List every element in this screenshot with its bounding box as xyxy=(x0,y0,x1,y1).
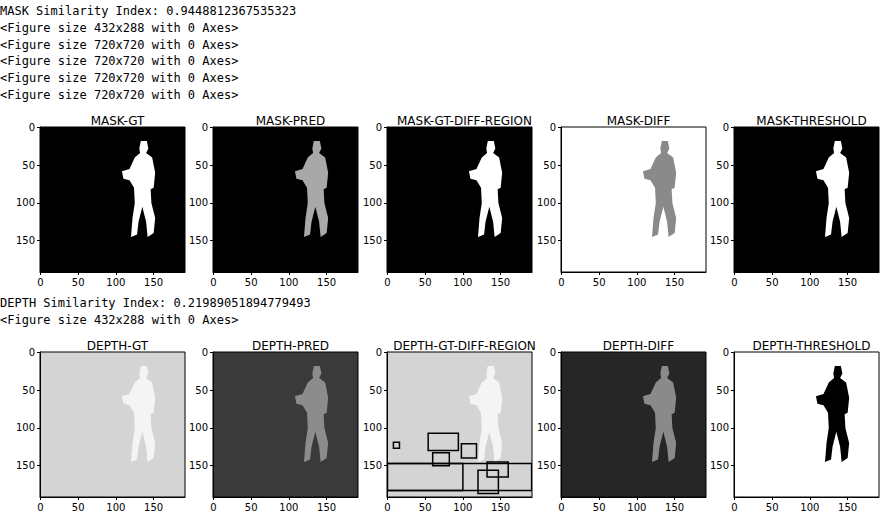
svg-text:DEPTH-DIFF: DEPTH-DIFF xyxy=(603,339,674,353)
svg-text:0: 0 xyxy=(558,502,564,513)
svg-text:50: 50 xyxy=(766,502,779,513)
svg-text:50: 50 xyxy=(195,160,208,171)
svg-text:50: 50 xyxy=(593,502,606,513)
svg-text:0: 0 xyxy=(29,122,35,133)
svg-text:150: 150 xyxy=(710,235,729,246)
svg-text:50: 50 xyxy=(72,502,85,513)
svg-text:150: 150 xyxy=(363,235,382,246)
svg-text:150: 150 xyxy=(16,235,35,246)
svg-text:50: 50 xyxy=(369,385,382,396)
svg-text:MASK-GT-DIFF-REGION: MASK-GT-DIFF-REGION xyxy=(397,114,532,128)
svg-text:100: 100 xyxy=(279,502,298,513)
svg-text:150: 150 xyxy=(665,277,684,288)
svg-text:150: 150 xyxy=(189,235,208,246)
svg-text:150: 150 xyxy=(537,460,556,471)
svg-text:150: 150 xyxy=(317,502,336,513)
svg-text:150: 150 xyxy=(189,460,208,471)
svg-text:100: 100 xyxy=(627,277,646,288)
svg-text:150: 150 xyxy=(838,277,857,288)
svg-text:MASK-DIFF: MASK-DIFF xyxy=(607,114,671,128)
svg-text:50: 50 xyxy=(593,277,606,288)
svg-text:50: 50 xyxy=(543,160,556,171)
svg-text:50: 50 xyxy=(245,502,258,513)
svg-text:100: 100 xyxy=(363,422,382,433)
svg-text:50: 50 xyxy=(419,277,432,288)
svg-text:0: 0 xyxy=(37,277,43,288)
svg-text:150: 150 xyxy=(665,502,684,513)
svg-text:0: 0 xyxy=(731,502,737,513)
svg-text:100: 100 xyxy=(800,277,819,288)
svg-text:50: 50 xyxy=(716,160,729,171)
svg-text:0: 0 xyxy=(723,347,729,358)
svg-text:100: 100 xyxy=(363,197,382,208)
svg-text:0: 0 xyxy=(550,122,556,133)
svg-text:50: 50 xyxy=(716,385,729,396)
html-text:MASK Similarity Index: 0.94488: MASK Similarity Index: 0.944881236753532… xyxy=(0,4,297,102)
svg-text:100: 100 xyxy=(16,197,35,208)
svg-text:100: 100 xyxy=(710,422,729,433)
svg-text:150: 150 xyxy=(317,277,336,288)
svg-text:150: 150 xyxy=(144,277,163,288)
svg-text:MASK-THRESHOLD: MASK-THRESHOLD xyxy=(756,114,866,128)
svg-text:50: 50 xyxy=(766,277,779,288)
svg-text:0: 0 xyxy=(37,502,43,513)
svg-text:50: 50 xyxy=(245,277,258,288)
svg-text:100: 100 xyxy=(106,277,125,288)
svg-text:0: 0 xyxy=(550,347,556,358)
svg-text:100: 100 xyxy=(537,422,556,433)
svg-text:50: 50 xyxy=(22,160,35,171)
svg-text:100: 100 xyxy=(16,422,35,433)
svg-text:DEPTH-GT: DEPTH-GT xyxy=(87,339,149,353)
svg-text:100: 100 xyxy=(189,197,208,208)
svg-text:150: 150 xyxy=(537,235,556,246)
svg-text:150: 150 xyxy=(16,460,35,471)
svg-text:0: 0 xyxy=(29,347,35,358)
svg-text:0: 0 xyxy=(210,502,216,513)
svg-text:150: 150 xyxy=(144,502,163,513)
svg-text:150: 150 xyxy=(363,460,382,471)
svg-text:100: 100 xyxy=(800,502,819,513)
svg-text:50: 50 xyxy=(369,160,382,171)
svg-text:50: 50 xyxy=(22,385,35,396)
svg-text:0: 0 xyxy=(384,277,390,288)
svg-text:50: 50 xyxy=(419,502,432,513)
svg-text:0: 0 xyxy=(558,277,564,288)
svg-text:100: 100 xyxy=(189,422,208,433)
svg-text:0: 0 xyxy=(210,277,216,288)
svg-text:0: 0 xyxy=(376,122,382,133)
svg-text:0: 0 xyxy=(731,277,737,288)
svg-text:MASK-GT: MASK-GT xyxy=(91,114,145,128)
svg-text:DEPTH-THRESHOLD: DEPTH-THRESHOLD xyxy=(753,339,871,353)
svg-text:50: 50 xyxy=(543,385,556,396)
svg-text:100: 100 xyxy=(453,277,472,288)
svg-text:150: 150 xyxy=(710,460,729,471)
svg-text:50: 50 xyxy=(72,277,85,288)
svg-text:100: 100 xyxy=(106,502,125,513)
svg-text:0: 0 xyxy=(384,502,390,513)
svg-text:100: 100 xyxy=(537,197,556,208)
svg-text:100: 100 xyxy=(279,277,298,288)
svg-text:100: 100 xyxy=(627,502,646,513)
svg-text:150: 150 xyxy=(838,502,857,513)
svg-text:100: 100 xyxy=(710,197,729,208)
svg-text:0: 0 xyxy=(202,347,208,358)
svg-text:100: 100 xyxy=(453,502,472,513)
html-text:DEPTH Similarity Index: 0.2198: DEPTH Similarity Index: 0.21989051894779… xyxy=(0,296,311,327)
svg-text:50: 50 xyxy=(195,385,208,396)
svg-text:DEPTH-GT-DIFF-REGION: DEPTH-GT-DIFF-REGION xyxy=(393,339,536,353)
svg-text:150: 150 xyxy=(491,502,510,513)
svg-text:MASK-PRED: MASK-PRED xyxy=(256,114,326,128)
svg-text:DEPTH-PRED: DEPTH-PRED xyxy=(252,339,329,353)
svg-text:0: 0 xyxy=(202,122,208,133)
svg-text:0: 0 xyxy=(376,347,382,358)
svg-text:0: 0 xyxy=(723,122,729,133)
svg-text:150: 150 xyxy=(491,277,510,288)
